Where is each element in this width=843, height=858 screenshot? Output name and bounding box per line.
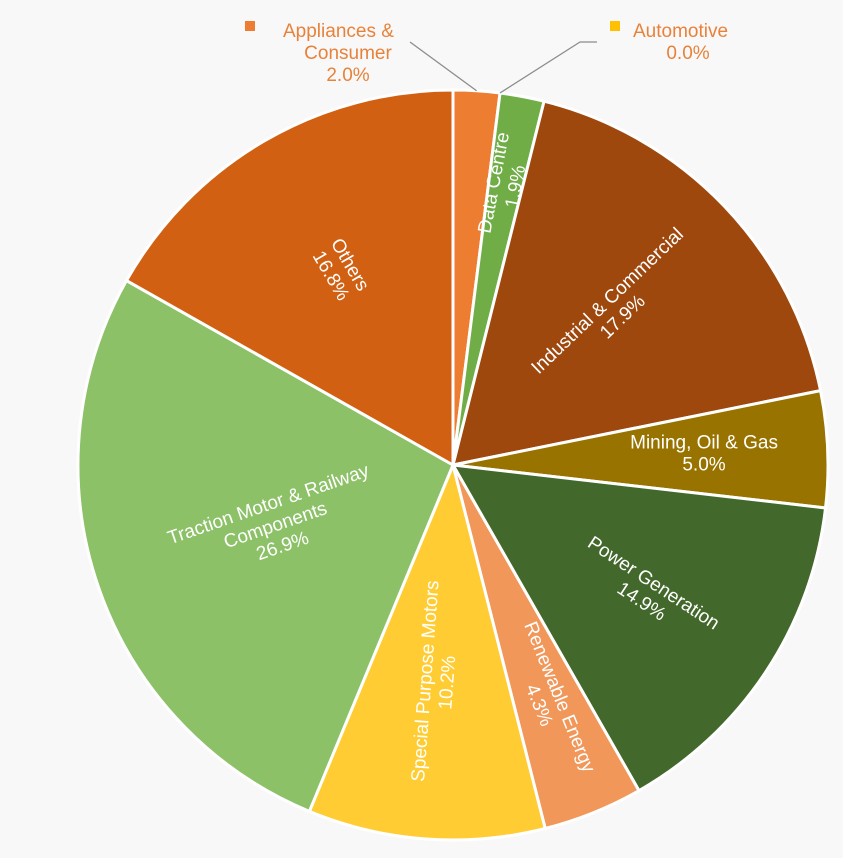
leader-lines [409,41,597,94]
label-marker-automotive [610,21,620,31]
slice-label-automotive-line-0: Automotive [633,21,728,42]
pie-slice-special-purpose-motors [307,460,548,842]
slice-label-appliances-and-consumer-line-1: Consumer [304,43,392,64]
pie-slice-industrial-and-commercial [450,99,823,467]
slice-label-mining-oil-and-gas-line-1: 5.0% [682,454,725,475]
leader-line-appliances-and-consumer [409,41,477,92]
slice-label-special-purpose-motors-line-1: 10.2% [435,655,460,710]
slices-layer [76,88,830,842]
slice-label-appliances-and-consumer-line-2: 2.0% [326,65,369,86]
label-marker-appliances-and-consumer [245,21,255,31]
pie-slice-others [124,88,455,468]
pie-slice-power-generation [450,463,828,793]
slice-label-mining-oil-and-gas-line-0: Mining, Oil & Gas [630,432,778,453]
leader-line-automotive [499,41,597,94]
slice-label-appliances-and-consumer-line-0: Appliances & [283,21,394,42]
slice-label-automotive-line-1: 0.0% [666,43,709,64]
